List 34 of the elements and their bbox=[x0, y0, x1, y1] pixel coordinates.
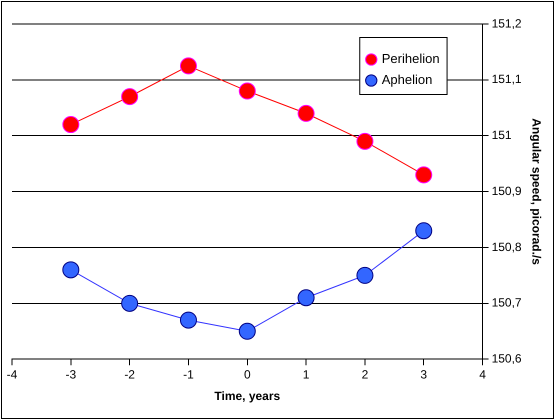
point bbox=[180, 312, 197, 329]
x-tick-label: 3 bbox=[420, 368, 428, 382]
point bbox=[62, 261, 80, 278]
y-tick-label: 150,8 bbox=[492, 240, 522, 254]
x-tick-label: -3 bbox=[65, 368, 76, 382]
y-tick-label: 151,2 bbox=[492, 16, 522, 30]
x-tick-label: 1 bbox=[302, 368, 310, 382]
point bbox=[415, 166, 432, 184]
x-tick-label: 0 bbox=[244, 368, 251, 382]
point bbox=[356, 132, 374, 150]
y-tick-label: 150,6 bbox=[492, 352, 522, 366]
x-tick-label: -1 bbox=[183, 368, 194, 382]
x-axis-title: Time, years bbox=[214, 389, 281, 404]
point bbox=[121, 294, 138, 312]
point bbox=[238, 82, 256, 100]
y-axis-title: Angular speed, picorad./s bbox=[529, 118, 544, 266]
x-tick-label: -4 bbox=[6, 368, 18, 382]
legend-label: Perihelion bbox=[382, 51, 440, 66]
point bbox=[356, 266, 374, 284]
point bbox=[62, 116, 80, 134]
point bbox=[298, 104, 315, 122]
point bbox=[121, 88, 138, 106]
point bbox=[415, 222, 432, 240]
y-tick-label: 150,7 bbox=[492, 296, 522, 310]
y-tick-label: 150,9 bbox=[492, 184, 522, 198]
point bbox=[298, 289, 315, 306]
x-tick-label: -2 bbox=[124, 368, 136, 382]
x-tick-label: 2 bbox=[362, 368, 369, 382]
point bbox=[180, 57, 197, 74]
point bbox=[238, 322, 256, 340]
legend-label: Aphelion bbox=[382, 72, 432, 88]
y-tick-label: 151,1 bbox=[492, 72, 522, 86]
y-tick-label: 151 bbox=[492, 128, 512, 142]
x-tick-label: 4 bbox=[479, 368, 486, 382]
